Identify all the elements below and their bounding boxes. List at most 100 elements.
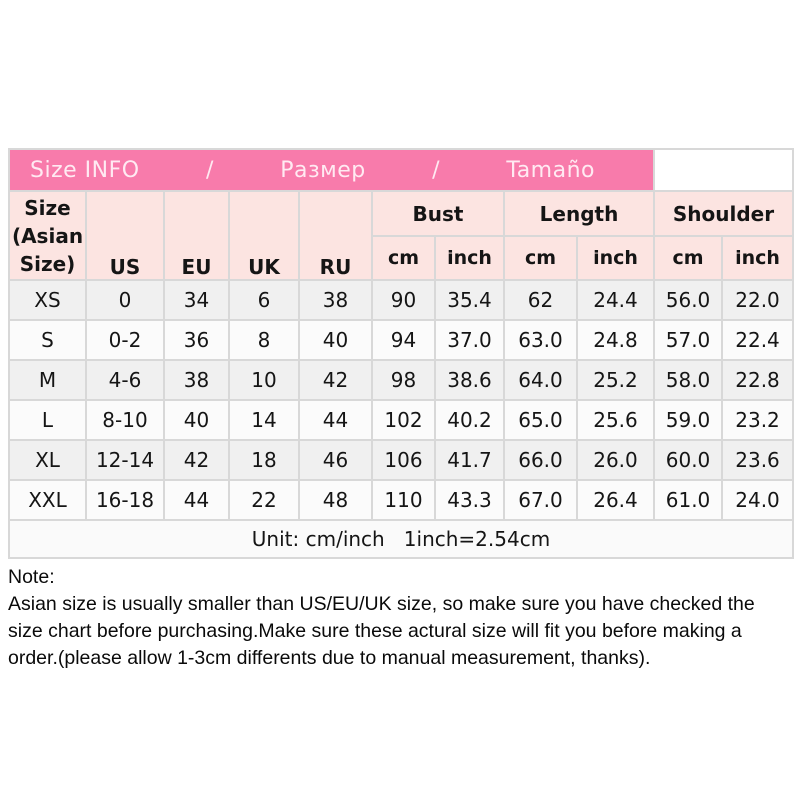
note-block: Note: Asian size is usually smaller than…	[8, 564, 792, 672]
group-header-bust: Bust	[371, 190, 505, 237]
table-cell: 40.2	[434, 399, 505, 441]
title-part-size-info: Size INFO	[30, 157, 140, 183]
unit-footer-row: Unit: cm/inch 1inch=2.54cm	[7, 519, 795, 559]
table-cell: 38	[298, 279, 373, 321]
unit-header-length-cm: cm	[503, 235, 578, 281]
title-row: Size INFO / Размер / Tamaño	[7, 148, 795, 192]
table-cell: 34	[163, 279, 230, 321]
note-line: Asian size is usually smaller than US/EU…	[8, 593, 755, 615]
table-row-l: L 8-10 40 14 44 102 40.2 65.0 25.6 59.0 …	[8, 399, 795, 441]
table-cell: 43.3	[434, 479, 505, 521]
table-cell: 67.0	[503, 479, 578, 521]
table-cell: 41.7	[434, 439, 505, 481]
table-cell: 38.6	[434, 359, 505, 401]
table-cell: 36	[163, 319, 230, 361]
table-cell: 63.0	[503, 319, 578, 361]
table-cell: 8	[228, 319, 300, 361]
table-row-s: S 0-2 36 8 40 94 37.0 63.0 24.8 57.0 22.…	[8, 319, 795, 361]
table-cell: 65.0	[503, 399, 578, 441]
table-cell: 42	[298, 359, 373, 401]
table-cell: 24.8	[575, 319, 656, 361]
table-cell: 22.4	[721, 319, 795, 361]
table-cell: 25.2	[575, 359, 656, 401]
table-cell: 57.0	[653, 319, 724, 361]
size-chart-sheet: Size INFO / Размер / Tamaño Size (Asian …	[7, 148, 795, 672]
table-cell: 18	[228, 439, 300, 481]
table-cell: 90	[371, 279, 436, 321]
table-cell: 6	[228, 279, 300, 321]
note-title: Note:	[8, 566, 55, 588]
table-cell: 66.0	[503, 439, 578, 481]
size-chart-table: Size INFO / Размер / Tamaño Size (Asian …	[7, 148, 795, 559]
note-line: order.(please allow 1-3cm differents due…	[8, 647, 651, 669]
table-cell: 14	[228, 399, 300, 441]
table-cell: 94	[371, 319, 436, 361]
title-separator: /	[432, 157, 441, 183]
table-cell: 22	[228, 479, 300, 521]
table-cell: 26.0	[575, 439, 656, 481]
table-cell: 24.4	[575, 279, 656, 321]
table-cell: 42	[163, 439, 230, 481]
table-cell: 58.0	[653, 359, 724, 401]
table-cell: 44	[298, 399, 373, 441]
row-label: L	[8, 399, 87, 441]
corner-header-size-asian: Size (Asian Size)	[8, 190, 87, 281]
group-header-row: Size (Asian Size) US EU UK RU Bust Lengt…	[8, 190, 795, 281]
table-cell: 10	[228, 359, 300, 401]
group-header-length: Length	[502, 190, 656, 237]
table-cell: 60.0	[653, 439, 724, 481]
table-cell: 62	[503, 279, 578, 321]
group-header-shoulder: Shoulder	[653, 190, 795, 237]
table-cell: 102	[371, 399, 436, 441]
column-header-ru: RU	[298, 190, 373, 281]
row-label: XL	[8, 439, 87, 481]
table-row-m: M 4-6 38 10 42 98 38.6 64.0 25.2 58.0 22…	[8, 359, 795, 401]
title-part-tamano: Tamaño	[506, 157, 595, 183]
title-bar: Size INFO / Размер / Tamaño	[7, 148, 656, 192]
table-cell: 16-18	[85, 479, 165, 521]
table-cell: 38	[163, 359, 230, 401]
table-cell: 37.0	[434, 319, 505, 361]
table-row-xs: XS 0 34 6 38 90 35.4 62 24.4 56.0 22.0	[8, 279, 795, 321]
unit-header-bust-cm: cm	[371, 235, 436, 281]
table-cell: 4-6	[85, 359, 165, 401]
table-cell: 23.2	[721, 399, 795, 441]
table-cell: 46	[298, 439, 373, 481]
table-cell: 35.4	[434, 279, 505, 321]
row-label: XS	[8, 279, 87, 321]
table-cell: 64.0	[503, 359, 578, 401]
table-cell: 44	[163, 479, 230, 521]
unit-header-bust-inch: inch	[434, 235, 505, 281]
table-cell: 40	[298, 319, 373, 361]
column-header-us: US	[85, 190, 165, 281]
unit-footer-text: Unit: cm/inch 1inch=2.54cm	[7, 519, 795, 559]
table-row-xxl: XXL 16-18 44 22 48 110 43.3 67.0 26.4 61…	[8, 479, 795, 521]
table-cell: 48	[298, 479, 373, 521]
table-cell: 56.0	[653, 279, 724, 321]
table-cell: 12-14	[85, 439, 165, 481]
table-cell: 106	[371, 439, 436, 481]
table-cell: 110	[371, 479, 436, 521]
table-row-xl: XL 12-14 42 18 46 106 41.7 66.0 26.0 60.…	[8, 439, 795, 481]
table-cell: 22.0	[721, 279, 795, 321]
column-header-uk: UK	[228, 190, 300, 281]
title-separator: /	[205, 157, 214, 183]
title-bar-text: Size INFO / Размер / Tamaño	[11, 157, 652, 183]
table-cell: 23.6	[721, 439, 795, 481]
table-cell: 0-2	[85, 319, 165, 361]
table-cell: 25.6	[575, 399, 656, 441]
note-line: size chart before purchasing.Make sure t…	[8, 620, 742, 642]
row-label: M	[8, 359, 87, 401]
unit-header-shoulder-inch: inch	[721, 235, 795, 281]
table-cell: 40	[163, 399, 230, 441]
unit-header-row: cm inch cm inch cm inch	[9, 235, 795, 281]
table-cell: 98	[371, 359, 436, 401]
row-label: S	[8, 319, 87, 361]
table-cell: 59.0	[653, 399, 724, 441]
unit-header-length-inch: inch	[575, 235, 656, 281]
table-cell: 26.4	[575, 479, 656, 521]
title-row-blank-area	[653, 148, 795, 192]
unit-header-shoulder-cm: cm	[653, 235, 724, 281]
table-cell: 8-10	[85, 399, 165, 441]
